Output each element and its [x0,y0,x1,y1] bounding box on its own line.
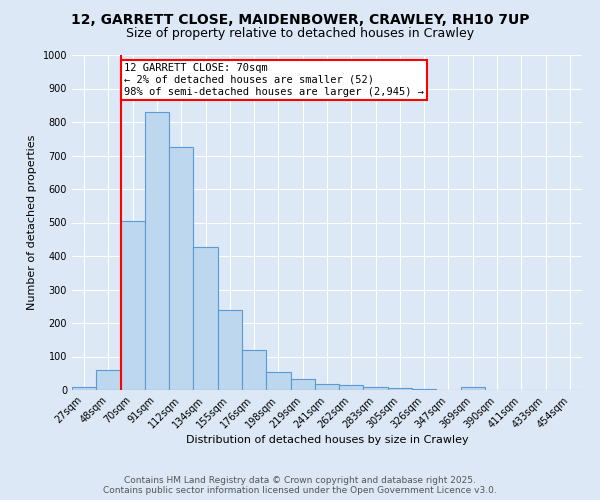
X-axis label: Distribution of detached houses by size in Crawley: Distribution of detached houses by size … [185,436,469,446]
Bar [266,372,290,390]
Bar [388,388,412,390]
Text: Contains HM Land Registry data © Crown copyright and database right 2025.
Contai: Contains HM Land Registry data © Crown c… [103,476,497,495]
Bar [96,370,121,390]
Bar [169,147,193,390]
Bar [339,385,364,390]
Bar [242,350,266,390]
Text: 12, GARRETT CLOSE, MAIDENBOWER, CRAWLEY, RH10 7UP: 12, GARRETT CLOSE, MAIDENBOWER, CRAWLEY,… [71,12,529,26]
Text: Size of property relative to detached houses in Crawley: Size of property relative to detached ho… [126,28,474,40]
Bar [72,386,96,390]
Text: 12 GARRETT CLOSE: 70sqm
← 2% of detached houses are smaller (52)
98% of semi-det: 12 GARRETT CLOSE: 70sqm ← 2% of detached… [124,64,424,96]
Bar [121,221,145,390]
Bar [218,310,242,390]
Bar [364,386,388,390]
Bar [315,384,339,390]
Y-axis label: Number of detached properties: Number of detached properties [27,135,37,310]
Bar [193,246,218,390]
Bar [290,379,315,390]
Bar [145,112,169,390]
Bar [461,388,485,390]
